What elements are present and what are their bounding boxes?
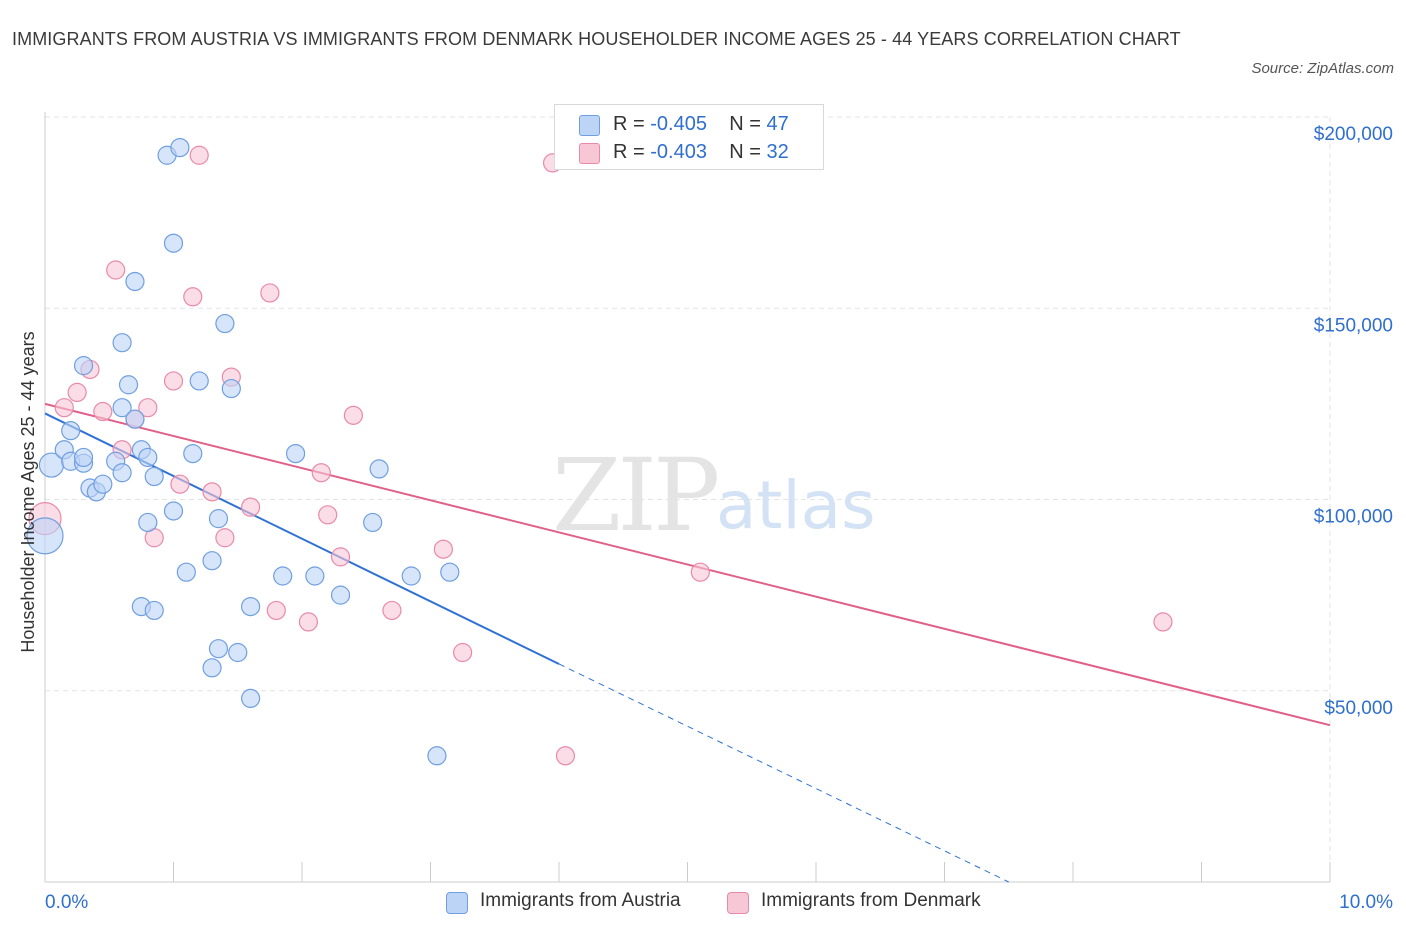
point-austria-25 [163,501,184,521]
trend-line-austria-extrapolated [558,663,1009,883]
point-austria-34 [215,313,235,334]
point-austria-28 [144,600,164,621]
source-credit: Source: ZipAtlas.com [1251,60,1394,77]
point-denmark-17 [241,497,261,517]
y-tick-label-3: $200,000 [1314,124,1393,145]
axes [44,112,1331,883]
point-austria-15 [112,333,132,353]
point-denmark-21 [311,463,331,483]
watermark-atlas: atlas [716,467,876,544]
data-points [26,138,1173,766]
point-austria-41 [285,444,306,464]
legend-swatch-austria [579,115,600,136]
point-denmark-31 [1153,612,1173,632]
point-austria-18 [138,447,158,468]
legend-r-austria: -0.405 [650,113,707,135]
point-austria-5 [73,356,94,376]
point-denmark-27 [453,642,473,663]
point-austria-43 [330,585,351,605]
correlation-legend: R = -0.405 N = 47 R = -0.403 N = 32 [554,104,824,170]
point-denmark-20 [298,612,319,632]
legend-swatch-denmark [579,143,600,164]
point-denmark-11 [170,474,190,494]
point-denmark-1 [54,398,74,418]
point-austria-48 [427,746,447,766]
point-austria-35 [208,639,229,659]
legend-n-label: N = [729,113,761,135]
point-austria-40 [273,566,293,586]
x-tick-label-max: 10.0% [1339,892,1393,913]
series-label-denmark: Immigrants from Denmark [761,890,981,911]
point-austria-36 [202,658,222,678]
point-denmark-2 [67,382,87,402]
point-denmark-14 [202,482,222,502]
point-austria-16 [125,409,145,429]
point-austria-47 [440,562,460,582]
point-austria-14 [118,375,139,395]
point-denmark-13 [189,145,209,165]
legend-r-label: R = [613,113,645,135]
point-denmark-8 [138,398,158,418]
axis-labels: $50,000 $100,000 $150,000 $200,000 0.0% 10.0%… [18,124,1393,913]
point-denmark-23 [330,547,351,567]
series-label-austria: Immigrants from Austria [480,890,681,911]
point-austria-0 [26,517,64,555]
point-austria-45 [369,459,389,479]
y-tick-label-0: $50,000 [1324,698,1393,719]
point-denmark-26 [433,539,453,559]
point-austria-3 [61,421,81,441]
point-austria-10 [93,474,113,494]
point-austria-46 [401,566,421,586]
point-austria-21 [163,233,184,253]
point-denmark-19 [266,600,286,621]
point-austria-24 [138,512,158,533]
y-tick-label-2: $150,000 [1314,315,1393,336]
point-denmark-24 [343,405,363,425]
legend-r-denmark: -0.403 [650,141,707,163]
watermark-zip: ZIP [552,437,717,554]
legend-n-denmark: 32 [766,141,789,163]
y-axis-label: Householder Income Ages 25 - 44 years [18,331,38,652]
series-swatch-denmark [727,892,749,914]
y-tick-label-1: $100,000 [1314,507,1393,528]
point-austria-23 [144,466,164,487]
point-denmark-12 [183,287,203,307]
point-denmark-10 [163,371,184,391]
point-denmark-5 [106,260,126,280]
point-austria-42 [305,566,325,586]
trend-lines [44,402,1331,883]
point-austria-33 [221,378,241,399]
point-austria-44 [363,512,383,533]
point-austria-37 [228,642,248,663]
legend-n-austria: 47 [766,113,789,135]
point-denmark-4 [93,401,113,422]
series-swatch-austria [446,892,468,914]
point-denmark-18 [260,283,280,303]
point-denmark-29 [555,746,576,766]
legend-n-label: N = [729,141,761,163]
point-denmark-15 [215,528,235,548]
point-austria-19 [125,271,145,292]
point-denmark-22 [318,505,338,525]
watermark: ZIP atlas [552,437,876,554]
trend-line-denmark [44,402,1331,727]
chart-title: IMMIGRANTS FROM AUSTRIA VS IMMIGRANTS FR… [12,29,1181,49]
point-austria-12 [112,463,132,483]
point-austria-7 [73,447,94,468]
point-austria-38 [241,596,261,617]
point-austria-22 [170,138,190,158]
trend-line-austria [44,412,560,665]
point-denmark-30 [690,562,710,582]
point-austria-39 [241,688,261,709]
point-denmark-25 [382,600,402,621]
point-austria-26 [176,562,196,582]
x-tick-label-min: 0.0% [45,892,88,913]
point-austria-29 [183,444,203,464]
point-austria-13 [112,398,132,418]
point-austria-32 [208,509,229,529]
legend-r-label: R = [613,141,645,163]
point-austria-31 [202,551,222,571]
point-austria-30 [189,371,209,391]
